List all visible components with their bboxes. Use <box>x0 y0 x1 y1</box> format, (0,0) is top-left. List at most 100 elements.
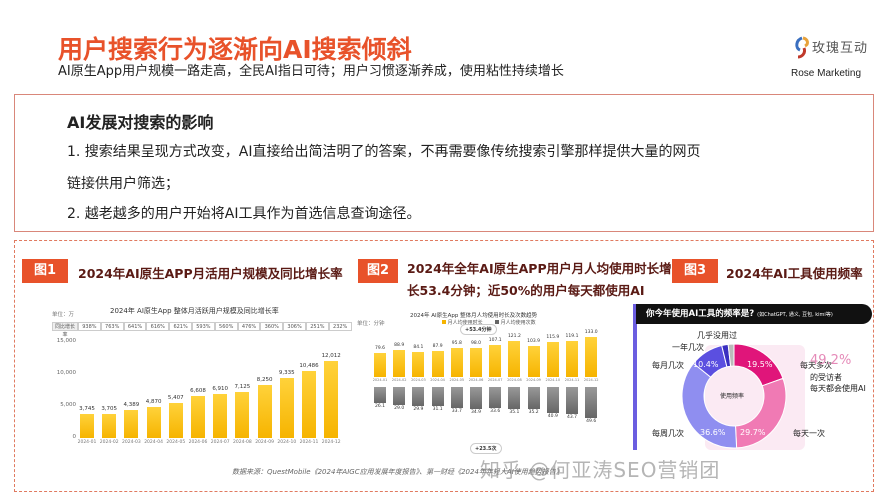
count-bar <box>489 387 502 408</box>
y-tick: 5,000 <box>60 402 76 408</box>
data-source: 数据来源：QuestMobile《2024年AIGC应用发展年度报告》、第一财经… <box>232 468 563 476</box>
duration-bar <box>470 347 482 377</box>
x-tick: 2024-01 <box>372 378 388 382</box>
figure-2-title-line2: 长53.4分钟；近50%的用户每天都使用AI <box>407 283 645 298</box>
bar-value: 29.0 <box>394 406 405 412</box>
duration-bar <box>412 351 425 377</box>
bar-value: 10,486 <box>299 362 319 369</box>
bar-value: 33.6 <box>490 409 501 414</box>
bar-value: 26.1 <box>374 404 386 410</box>
bar-value: 87.9 <box>432 343 443 349</box>
duration-bar <box>450 348 463 377</box>
x-tick: 2024-08 <box>232 440 252 445</box>
count-bar <box>412 387 425 406</box>
duration-bar <box>585 337 598 377</box>
bar-value: 3,745 <box>79 406 95 413</box>
mau-bar <box>324 361 339 438</box>
chart-2-title: 2024年 AI原生App 整体月人均使用时长及次数趋势 <box>410 313 538 319</box>
daily-note-1: 的受访者 <box>810 373 842 382</box>
pct-daily-multiple: 19.5% <box>747 360 773 369</box>
count-bar <box>450 387 463 409</box>
duration-bar <box>489 344 502 377</box>
label-rarely: 几乎没用过 <box>697 331 737 340</box>
count-bar <box>431 387 444 407</box>
donut-slice <box>727 343 735 367</box>
x-tick: 2024-07 <box>210 440 230 445</box>
impact-point-1-cont: 链接供用户筛选； <box>67 176 179 192</box>
x-tick: 2024-02 <box>391 378 407 382</box>
x-tick: 2024-04 <box>430 378 445 382</box>
page-title: 用户搜索行为逐渐向AI搜索倾斜 <box>58 35 412 64</box>
figure-1-title: 2024年AI原生APP月活用户规模及同比增长率 <box>78 266 343 281</box>
bar-value: 12,012 <box>321 353 341 360</box>
bar-value: 31.1 <box>432 407 443 413</box>
bar-value: 29.9 <box>413 406 424 412</box>
donut-slice <box>734 377 787 449</box>
growth-rate-cell: 938% <box>78 322 101 331</box>
page-subtitle: AI原生App用户规模一路走高，全民AI指日可待；用户习惯逐渐养成，使用粘性持续… <box>58 64 564 79</box>
label-monthly: 每月几次 <box>652 361 684 370</box>
growth-rate-cell: 476% <box>237 322 261 331</box>
x-tick: 2024-11 <box>564 378 580 382</box>
mau-bar <box>80 414 94 438</box>
bar-value: 121.2 <box>507 333 521 339</box>
label-yearly: 一年几次 <box>672 343 704 352</box>
growth-rate-cell: 641% <box>123 322 147 331</box>
donut-center-label: 使用频率 <box>720 393 745 400</box>
x-tick: 2024-09 <box>255 440 274 445</box>
duration-bar <box>374 353 386 377</box>
impact-title: AI发展对搜索的影响 <box>67 113 214 132</box>
x-tick: 2024-03 <box>121 440 141 445</box>
duration-bar <box>508 340 521 377</box>
logo-cn-text: 玫瑰互动 <box>812 41 869 56</box>
frequency-donut-chart <box>681 343 787 449</box>
x-tick: 2024-06 <box>188 440 208 445</box>
mau-bar <box>146 406 161 438</box>
count-bar <box>527 387 540 409</box>
bar-value: 34.9 <box>470 409 482 415</box>
count-bar <box>585 387 598 418</box>
x-tick: 2024-05 <box>166 440 186 445</box>
growth-rate-cell: 560% <box>214 322 238 331</box>
figure-2-tag: 图2 <box>358 259 398 283</box>
bar-value: 40.9 <box>547 413 558 419</box>
x-tick: 2024-02 <box>99 440 119 445</box>
charts-panel <box>14 240 874 492</box>
mau-bar <box>279 378 294 438</box>
growth-rate-cell: 251% <box>305 322 329 331</box>
bar-value: 35.2 <box>528 410 539 415</box>
daily-note-2: 每天都会使用AI <box>810 384 866 393</box>
mau-bar <box>302 370 316 438</box>
logo-en-text: Rose Marketing <box>791 68 862 79</box>
x-tick: 2024-11 <box>299 440 319 445</box>
bar-value: 6,608 <box>190 387 206 394</box>
x-tick: 2024-01 <box>77 440 97 445</box>
label-weekly: 每周几次 <box>652 429 684 438</box>
x-tick: 2024-07 <box>487 378 503 382</box>
x-tick: 2024-12 <box>321 440 341 445</box>
x-tick: 2024-10 <box>277 440 297 445</box>
x-tick: 2024-10 <box>545 378 561 382</box>
mau-bar <box>124 409 139 438</box>
duration-bar <box>546 342 559 377</box>
bar-value: 4,870 <box>145 398 162 405</box>
count-bar <box>374 387 386 404</box>
daily-users-percentage: 49.2% <box>810 353 852 368</box>
x-tick: 2024-03 <box>411 378 426 382</box>
y-tick: 15,000 <box>56 338 76 344</box>
chart-2-unit: 单位：分钟 <box>357 321 385 327</box>
count-bar <box>566 387 578 415</box>
pct-daily-once: 29.7% <box>740 428 766 437</box>
duration-increase-callout: +53.4分钟 <box>460 324 497 335</box>
count-bar <box>470 387 482 409</box>
watermark: 知乎 @何亚涛SEO营销团 <box>480 458 721 482</box>
count-increase-callout: +23.5次 <box>470 443 502 454</box>
x-tick: 2024-05 <box>449 378 465 382</box>
rose-logo-icon <box>795 36 809 59</box>
y-tick: 10,000 <box>56 370 76 376</box>
bar-value: 103.9 <box>527 338 541 344</box>
y-tick: 0 <box>72 434 77 440</box>
chart-1-title: 2024年 AI原生App 整体月活跃用户规模及同比增长率 <box>110 307 279 315</box>
x-tick: 2024-12 <box>583 378 599 382</box>
mau-bar <box>257 385 272 438</box>
